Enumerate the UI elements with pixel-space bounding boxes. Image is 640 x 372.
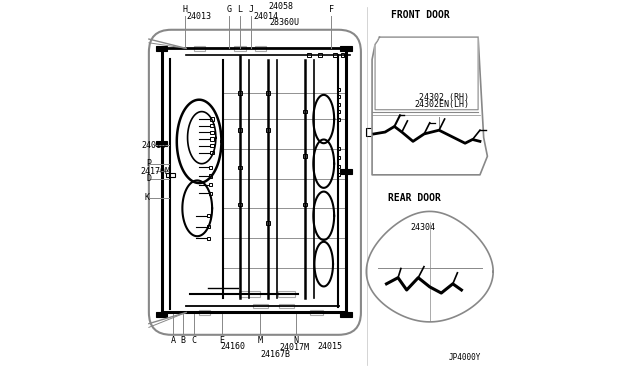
Text: 24015: 24015 (318, 342, 343, 351)
Bar (211, 117, 214, 121)
Bar (337, 173, 340, 176)
Text: 24170M: 24170M (141, 167, 171, 176)
Text: 24017M: 24017M (279, 343, 309, 352)
Bar (340, 46, 351, 51)
Bar (396, 276, 400, 279)
Text: 24058: 24058 (268, 2, 293, 11)
Text: J: J (249, 5, 253, 14)
Text: E: E (220, 336, 224, 345)
Bar (337, 165, 340, 168)
Bar (337, 156, 340, 159)
Bar (278, 291, 295, 297)
Bar (199, 310, 211, 315)
Text: 24014: 24014 (253, 12, 278, 21)
Bar (383, 130, 387, 134)
Bar (211, 124, 214, 127)
Bar (209, 166, 212, 169)
Bar (303, 110, 307, 113)
Bar (266, 221, 270, 225)
Bar (310, 310, 323, 315)
Bar (337, 95, 340, 98)
Bar (211, 151, 214, 154)
Bar (211, 137, 214, 141)
Text: F: F (329, 5, 333, 14)
Text: 24010: 24010 (141, 141, 166, 150)
Bar (337, 147, 340, 150)
Bar (238, 166, 242, 169)
Text: D: D (147, 174, 152, 183)
Text: K: K (145, 193, 149, 202)
Text: FRONT DOOR: FRONT DOOR (390, 10, 449, 20)
Bar (463, 141, 467, 145)
Text: M: M (258, 336, 263, 345)
Bar (234, 46, 246, 51)
Bar (238, 203, 242, 206)
Text: L: L (237, 5, 243, 14)
Text: 28360U: 28360U (269, 18, 300, 27)
Bar (318, 53, 322, 57)
Text: B: B (180, 336, 186, 345)
Bar (303, 154, 307, 158)
Bar (337, 110, 340, 113)
Bar (340, 169, 351, 174)
Bar (166, 173, 175, 177)
Bar (266, 91, 270, 95)
Bar (239, 291, 260, 297)
FancyBboxPatch shape (149, 30, 361, 335)
Text: C: C (191, 336, 196, 345)
Bar (337, 103, 340, 106)
Text: N: N (294, 336, 299, 345)
Bar (238, 91, 242, 95)
Bar (238, 128, 242, 132)
Bar (437, 129, 441, 132)
Text: A: A (170, 336, 175, 345)
Bar (340, 53, 344, 57)
Text: P: P (146, 159, 151, 168)
Bar (156, 312, 168, 317)
Text: JP4000Y: JP4000Y (449, 353, 481, 362)
Bar (307, 53, 310, 57)
Bar (428, 285, 431, 289)
Bar (303, 203, 307, 206)
Text: G: G (227, 5, 232, 14)
Bar (211, 131, 214, 134)
Polygon shape (375, 37, 478, 110)
Bar (253, 304, 268, 308)
Bar (156, 141, 168, 146)
Bar (412, 140, 415, 143)
Bar (255, 46, 266, 51)
Bar (340, 312, 351, 317)
Bar (207, 225, 210, 228)
Text: 24302EN(LH): 24302EN(LH) (415, 100, 470, 109)
Bar (193, 46, 205, 51)
Bar (209, 174, 212, 178)
Text: 24160: 24160 (220, 342, 245, 351)
Bar (279, 304, 294, 308)
Text: REAR DOOR: REAR DOOR (388, 193, 440, 203)
Bar (156, 46, 168, 51)
Text: H: H (183, 5, 188, 14)
Text: 24013: 24013 (187, 12, 212, 21)
Bar (376, 279, 382, 287)
Bar (333, 53, 337, 57)
Bar (209, 183, 212, 186)
Bar (337, 118, 340, 121)
Bar (337, 88, 340, 91)
Text: 24304: 24304 (411, 223, 436, 232)
Text: 24167B: 24167B (260, 350, 291, 359)
Bar (207, 237, 210, 240)
Bar (207, 214, 210, 217)
Bar (209, 192, 212, 195)
Bar (211, 144, 214, 147)
Polygon shape (366, 211, 493, 322)
Polygon shape (372, 37, 488, 175)
Bar (366, 128, 372, 136)
Bar (266, 128, 270, 132)
Text: 24302 (RH): 24302 (RH) (419, 93, 468, 102)
